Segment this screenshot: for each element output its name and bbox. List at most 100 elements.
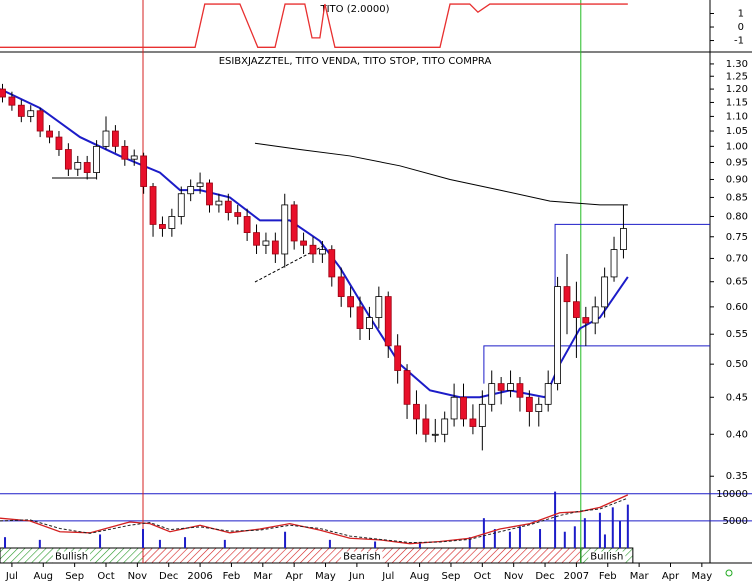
y-tick-label: 1.05: [726, 126, 748, 137]
candle-body: [535, 403, 543, 412]
candle-body: [507, 383, 514, 391]
y-tick-label: 0.95: [726, 157, 748, 168]
candle-body: [591, 306, 599, 324]
x-tick-label: Dec: [535, 571, 554, 581]
x-tick-label: Mar: [253, 571, 273, 581]
volume-bar: [563, 531, 566, 548]
candle-body: [224, 200, 232, 213]
candle-body: [206, 182, 213, 206]
candle-body: [130, 155, 138, 160]
y-tick-label: 1.20: [726, 84, 748, 95]
volume-bar: [508, 531, 511, 548]
candle-body: [46, 130, 53, 138]
candle-body: [413, 403, 420, 420]
candle-body: [544, 383, 552, 405]
candle-body: [337, 276, 345, 297]
candle-body: [168, 216, 176, 229]
candle-body: [262, 240, 270, 246]
candle-body: [27, 110, 35, 117]
y-tick-label: -1: [734, 36, 744, 47]
candle-body: [497, 383, 505, 391]
candle-body: [441, 418, 449, 435]
volume-bar: [374, 541, 377, 548]
y-tick-label: 1.15: [726, 97, 748, 108]
x-tick-label: Feb: [223, 571, 241, 581]
candle-body: [17, 104, 25, 117]
candle-body: [102, 130, 110, 147]
candle-body: [215, 200, 223, 206]
candle-body: [243, 216, 251, 233]
x-tick-label: Jul: [381, 571, 394, 581]
x-tick-label: May: [315, 571, 336, 581]
candle-body: [460, 396, 467, 420]
volume-bar: [626, 504, 629, 548]
y-tick-label: 0.35: [726, 471, 748, 482]
status-icon: [725, 569, 733, 577]
candle-body: [582, 317, 590, 324]
x-tick-label: Oct: [97, 571, 114, 581]
candle-body: [253, 232, 260, 246]
x-tick-label: Sep: [442, 571, 461, 581]
y-tick-label: 0: [738, 22, 744, 33]
candle-body: [394, 345, 402, 371]
volume-bar: [583, 518, 586, 548]
x-tick-label: Apr: [286, 571, 304, 581]
y-tick-label: 5000: [723, 516, 748, 527]
candle-body: [36, 110, 44, 132]
y-tick-label: 1.10: [726, 111, 748, 122]
volume-bar: [468, 537, 471, 548]
volume-bar: [38, 539, 41, 548]
candle-body: [403, 370, 411, 405]
candle-body: [601, 276, 609, 308]
candle-body: [610, 249, 618, 278]
volume-bar: [223, 539, 226, 548]
candle-body: [356, 306, 364, 329]
y-tick-label: 1.00: [726, 141, 748, 152]
candle-body: [83, 162, 91, 173]
candle-body: [366, 317, 373, 329]
y-tick-label: 0.90: [726, 174, 748, 185]
candle-body: [159, 224, 166, 229]
volume-bar: [99, 534, 102, 548]
candle-body: [516, 383, 524, 398]
candle-body: [187, 186, 195, 195]
y-tick-label: 1: [738, 9, 744, 20]
y-tick-label: 0.85: [726, 192, 748, 203]
x-tick-label: 2007: [564, 571, 589, 581]
volume-bar: [158, 539, 161, 548]
volume-bar: [493, 529, 496, 548]
candle-body: [573, 301, 580, 318]
candle-body: [121, 145, 129, 160]
oscillator-line: [0, 494, 629, 545]
candle-body: [300, 240, 307, 246]
candle-body: [450, 396, 458, 420]
volume-bar: [328, 539, 331, 548]
volume-bar: [184, 537, 187, 548]
volume-bar: [603, 534, 606, 548]
y-tick-label: 0.50: [726, 359, 748, 370]
indicator-title: TITO (2.0000): [319, 4, 389, 15]
y-tick-label: 0.60: [726, 302, 748, 313]
candle-body: [140, 155, 148, 187]
volume-bar: [598, 512, 601, 548]
candle-body: [309, 244, 317, 255]
x-tick-label: Sep: [65, 571, 84, 581]
volume-bar: [284, 531, 287, 548]
volume-bar: [539, 529, 542, 548]
volume-bar: [611, 507, 614, 548]
y-tick-label: 0.65: [726, 277, 748, 288]
chart-title: ESIBXJAZZTEL, TITO VENDA, TITO STOP, TIT…: [219, 56, 492, 67]
volume-bar: [142, 529, 145, 548]
candle-body: [177, 193, 185, 217]
candle-body: [281, 204, 289, 255]
volume-bar: [573, 526, 576, 548]
indicator-line: [0, 3, 628, 48]
x-tick-label: Mar: [630, 571, 650, 581]
candle-body: [64, 149, 72, 170]
x-tick-label: Aug: [34, 571, 54, 581]
candle-body: [384, 296, 392, 347]
candle-body: [422, 418, 430, 435]
candle-body: [318, 249, 326, 255]
candle-body: [328, 249, 336, 278]
